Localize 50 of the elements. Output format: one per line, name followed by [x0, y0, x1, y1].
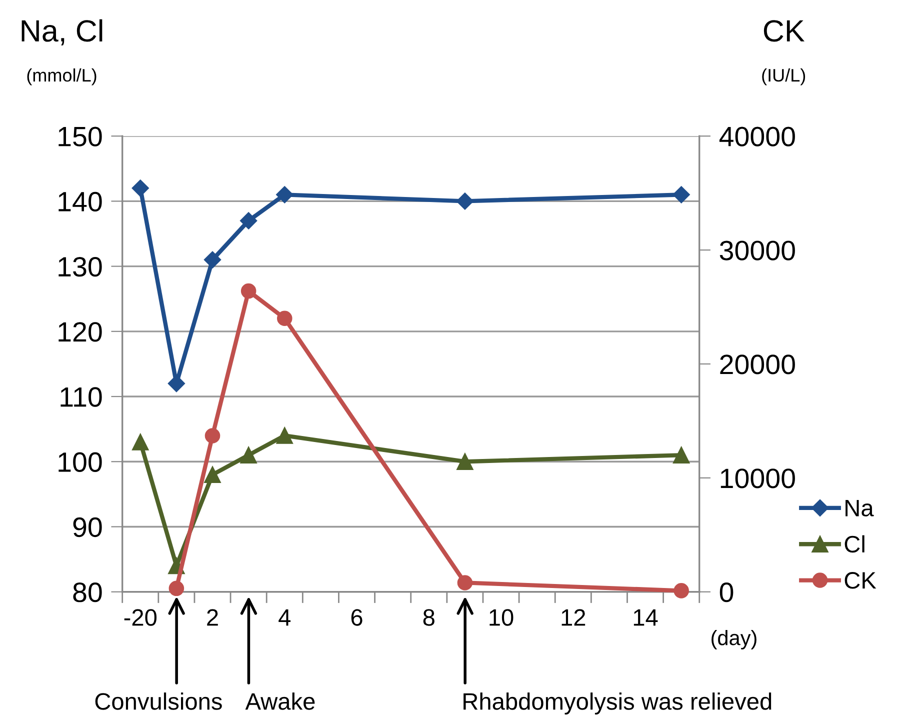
y2-tick-label: 10000: [720, 468, 795, 488]
point: [276, 427, 293, 444]
y-tick-label: 140: [58, 192, 102, 212]
y-tick-label: 150: [58, 126, 102, 146]
y-tick-label: 90: [73, 517, 102, 538]
x-tick-label: 12: [562, 609, 586, 626]
y2-tick-label: 40000: [719, 126, 795, 146]
text: Convulsions: [95, 692, 222, 710]
legend-label: Na: [846, 500, 874, 516]
point: [240, 212, 258, 230]
point: [672, 186, 690, 204]
point: [204, 251, 222, 268]
x-tick-label: 4: [278, 609, 291, 626]
text: (mmol/L): [27, 68, 96, 86]
y-tick-label: 80: [73, 582, 102, 602]
point: [204, 466, 221, 483]
point: [276, 310, 292, 326]
x-tick-label: 10: [490, 609, 514, 626]
text: (IU/L): [762, 68, 806, 86]
point: [168, 580, 184, 596]
y2-tick-label: 20000: [720, 354, 795, 374]
x-axis-title: (day): [712, 630, 756, 650]
y-axis-title: Na, Cl: [22, 19, 102, 46]
point: [240, 446, 257, 464]
point: [204, 428, 220, 444]
y2-tick-label: 30000: [720, 240, 795, 260]
point: [672, 446, 690, 464]
y-tick-label: 110: [60, 387, 102, 407]
legend-label: Cl: [844, 535, 864, 553]
point: [276, 186, 294, 204]
y-tick-label: 130: [58, 256, 102, 277]
point: [132, 434, 149, 450]
x-tick-label: 14: [634, 609, 658, 626]
x-tick-label: -20: [124, 609, 157, 626]
point: [132, 180, 149, 197]
point: [674, 583, 689, 598]
legend-label: CK: [844, 572, 876, 589]
y2-tick-label: 0: [720, 582, 734, 602]
text: Rhabdomyolysis was relieved: [464, 692, 772, 715]
x-tick-label: 2: [207, 609, 218, 626]
text: Awake: [245, 692, 315, 710]
y2-axis-title: CK: [764, 20, 804, 42]
x-tick-label: 6: [351, 609, 362, 626]
point: [457, 575, 473, 590]
y-tick-label: 120: [58, 322, 102, 342]
point: [456, 453, 474, 470]
point: [240, 283, 256, 299]
x-tick-label: 8: [423, 609, 434, 626]
point: [456, 192, 474, 210]
y-tick-label: 100: [58, 452, 102, 472]
